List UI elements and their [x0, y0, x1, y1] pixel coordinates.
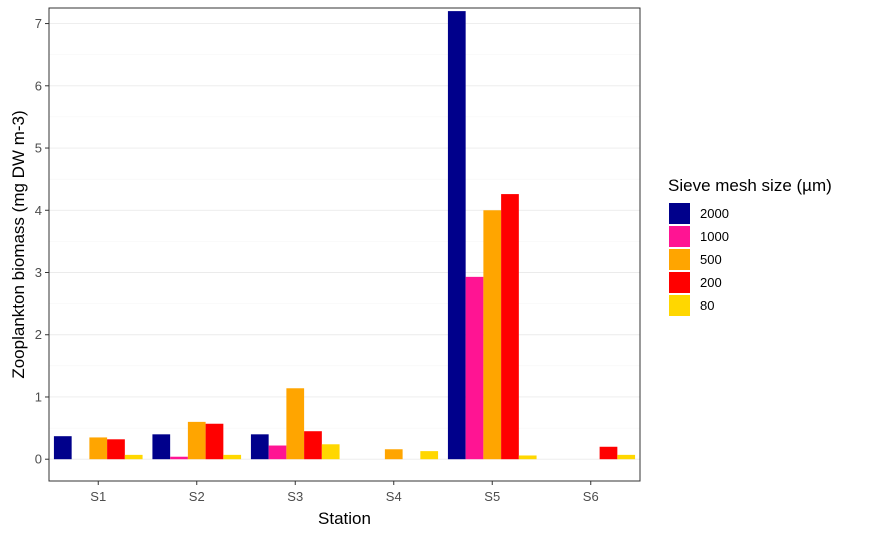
x-tick-label: S4 [386, 489, 402, 504]
bar [187, 421, 206, 460]
legend-label: 500 [700, 252, 722, 267]
y-tick-label: 7 [35, 16, 42, 31]
grid-lines [49, 23, 640, 460]
plot-panel-border [48, 7, 641, 482]
bar [286, 388, 305, 460]
x-tick-label: S5 [484, 489, 500, 504]
bar [250, 434, 269, 460]
x-tick-label: S1 [90, 489, 106, 504]
y-axis-title: Zooplankton biomass (mg DW m-3) [9, 110, 28, 378]
y-tick-label: 0 [35, 452, 42, 467]
bar [384, 449, 403, 460]
legend-swatch [669, 226, 690, 247]
bar [268, 445, 287, 460]
x-tick-label: S3 [287, 489, 303, 504]
bar [53, 436, 72, 460]
bar [447, 11, 466, 460]
legend-title: Sieve mesh size (µm) [668, 176, 832, 195]
y-axis: 0 1 2 3 4 5 6 7 [35, 16, 49, 467]
bar [465, 276, 484, 460]
bar [107, 439, 125, 460]
x-tick-label: S6 [583, 489, 599, 504]
bars [53, 11, 636, 460]
legend-swatch [669, 249, 690, 270]
y-tick-label: 1 [35, 389, 42, 404]
legend-label: 80 [700, 298, 714, 313]
bar [420, 451, 439, 460]
legend-label: 200 [700, 275, 722, 290]
legend-label: 1000 [700, 229, 729, 244]
legend-label: 2000 [700, 206, 729, 221]
x-axis: S1 S2 S3 S4 S5 S6 [90, 481, 599, 504]
bar [501, 194, 519, 460]
bar [518, 455, 537, 460]
y-tick-label: 2 [35, 327, 42, 342]
y-tick-label: 6 [35, 78, 42, 93]
bar [152, 434, 171, 460]
bar [89, 437, 108, 460]
bar [170, 456, 188, 460]
bar [124, 454, 143, 460]
y-tick-label: 5 [35, 141, 42, 156]
x-tick-label: S2 [189, 489, 205, 504]
legend-swatch [669, 295, 690, 316]
legend-swatch [669, 203, 690, 224]
y-tick-label: 4 [35, 203, 42, 218]
bar [223, 454, 242, 460]
y-tick-label: 3 [35, 265, 42, 280]
bar [205, 423, 224, 460]
bar [304, 431, 322, 460]
legend-swatch [669, 272, 690, 293]
bar [483, 210, 502, 460]
bar [599, 446, 618, 460]
legend: Sieve mesh size (µm) 2000 1000 500 200 80 [668, 176, 832, 316]
bar [321, 444, 340, 460]
bar [617, 454, 636, 460]
x-axis-title: Station [318, 509, 371, 528]
